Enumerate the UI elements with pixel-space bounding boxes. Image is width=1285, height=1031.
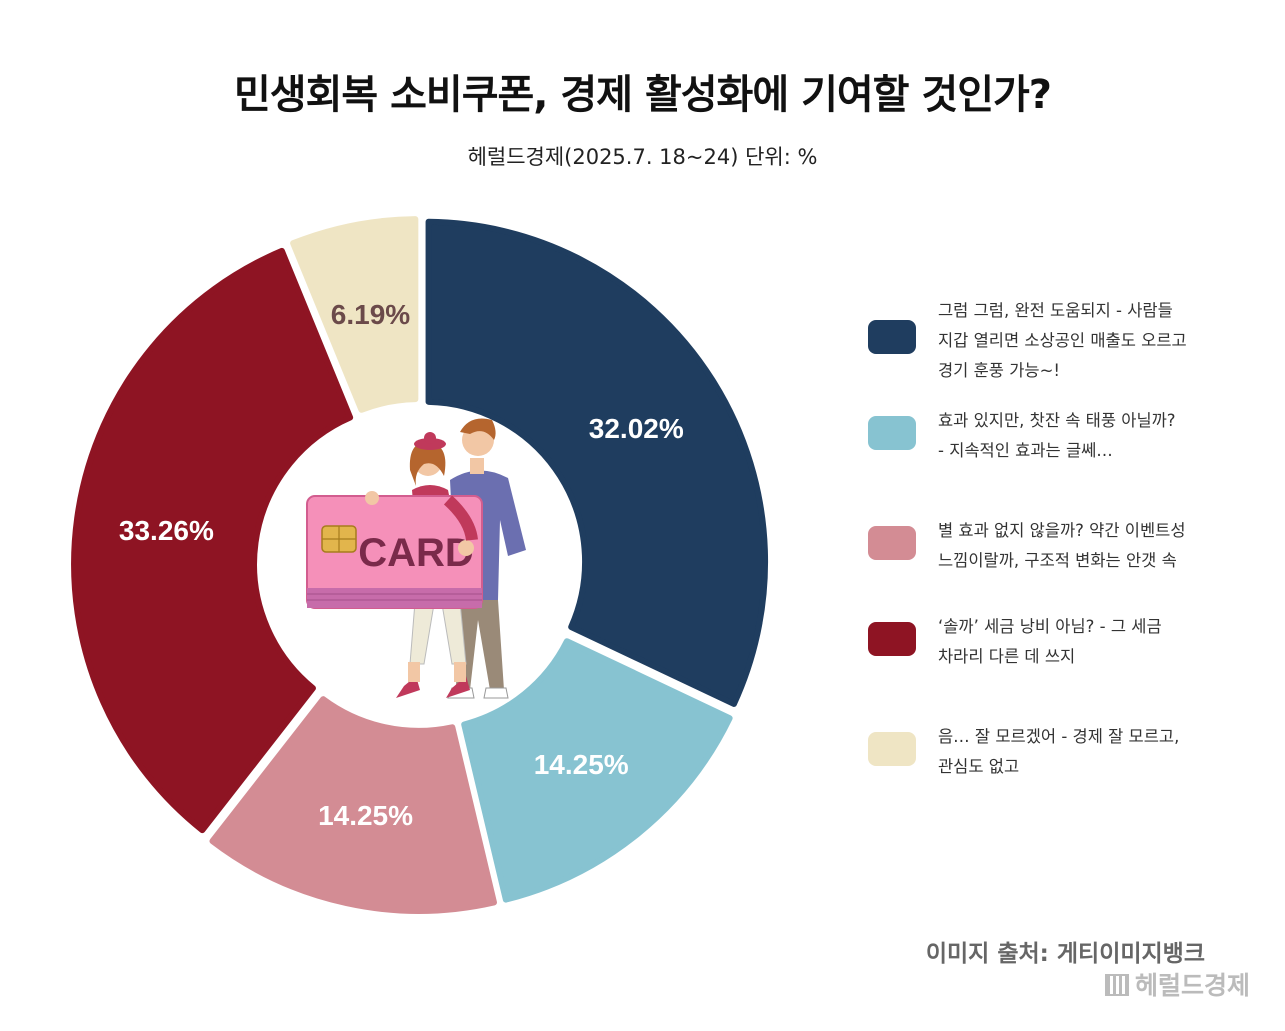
donut-slice-5 — [290, 216, 419, 413]
legend-line: 관심도 없고 — [938, 757, 1020, 776]
legend-label: 효과 있지만, 찻잔 속 태풍 아닐까? - 지속적인 효과는 글쎄… — [938, 406, 1258, 466]
watermark: 헤럴드경제 — [1104, 966, 1250, 1002]
legend-line: 효과 있지만, 찻잔 속 태풍 아닐까? — [938, 411, 1176, 430]
donut-slice-4 — [71, 247, 354, 834]
legend-line: 차라리 다른 데 쓰지 — [938, 647, 1076, 666]
legend-line: 음… 잘 모르겠어 - 경제 잘 모르고, — [938, 727, 1180, 746]
legend-label: 음… 잘 모르겠어 - 경제 잘 모르고, 관심도 없고 — [938, 722, 1258, 782]
legend-swatch — [868, 526, 916, 560]
chart-title: 민생회복 소비쿠폰, 경제 활성화에 기여할 것인가? — [233, 72, 1052, 118]
legend-line: ‘솔까’ 세금 낭비 아님? - 그 세금 — [938, 617, 1162, 636]
slice-value-label-3: 14.25% — [318, 800, 413, 831]
slice-value-label-5: 6.19% — [331, 299, 410, 330]
donut-slice-2 — [461, 638, 733, 903]
legend-line: 별 효과 없지 않을까? 약간 이벤트성 — [938, 521, 1186, 540]
donut-slice-3 — [209, 696, 497, 914]
newspaper-logo-icon — [1104, 974, 1129, 996]
legend-line: 그럼 그럼, 완전 도움되지 - 사람들 — [938, 301, 1173, 320]
image-credit: 이미지 출처: 게티이미지뱅크 — [925, 941, 1205, 967]
legend-swatch — [868, 320, 916, 354]
legend-swatch — [868, 732, 916, 766]
legend-line: 지갑 열리면 소상공인 매출도 오르고 — [938, 331, 1187, 350]
card-label: CARD — [358, 531, 474, 575]
legend-line: - 지속적인 효과는 글쎄… — [938, 441, 1113, 460]
watermark-text: 헤럴드경제 — [1134, 971, 1250, 1000]
legend-swatch — [868, 416, 916, 450]
slice-value-label-2: 14.25% — [534, 749, 629, 780]
slice-value-label-1: 32.02% — [589, 413, 684, 444]
couple-holding-card-icon: CARD — [306, 418, 526, 699]
legend-line: 경기 훈풍 가능~! — [938, 361, 1061, 380]
slice-value-label-4: 33.26% — [119, 515, 214, 546]
legend-line: 느낌이랄까, 구조적 변화는 안갯 속 — [938, 551, 1177, 570]
donut-slice-1 — [425, 218, 769, 707]
legend-swatch — [868, 622, 916, 656]
chart-subtitle: 헤럴드경제(2025.7. 18~24) 단위: % — [467, 145, 818, 169]
